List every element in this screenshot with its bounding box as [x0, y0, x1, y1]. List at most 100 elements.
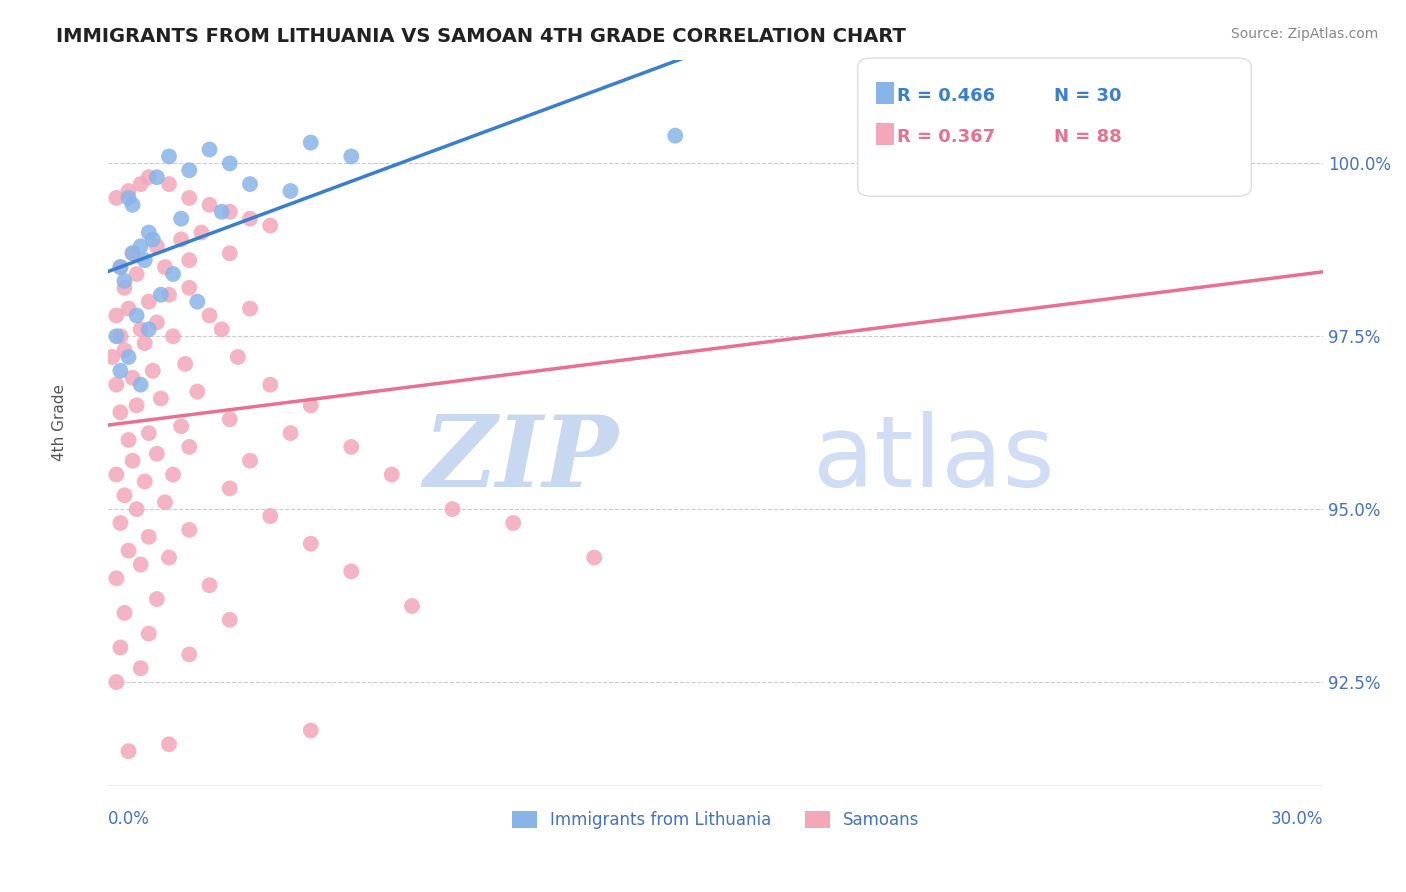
- Point: [110, 364, 132, 378]
- Point: [179, 523, 201, 537]
- Text: R = 0.367: R = 0.367: [897, 128, 995, 145]
- Point: [157, 737, 180, 751]
- Point: [218, 156, 240, 170]
- Point: [121, 246, 143, 260]
- Point: [110, 260, 132, 274]
- Point: [299, 398, 322, 412]
- Point: [121, 370, 143, 384]
- Point: [146, 170, 169, 185]
- Point: [146, 447, 169, 461]
- Point: [149, 287, 172, 301]
- Point: [114, 606, 136, 620]
- Point: [218, 412, 240, 426]
- Point: [105, 571, 128, 585]
- Point: [129, 239, 152, 253]
- Point: [117, 744, 139, 758]
- Point: [170, 211, 193, 226]
- Point: [211, 322, 233, 336]
- Point: [226, 350, 249, 364]
- Point: [1230, 128, 1253, 143]
- Point: [153, 260, 176, 274]
- Point: [114, 274, 136, 288]
- Point: [218, 246, 240, 260]
- Point: [239, 211, 262, 226]
- Point: [153, 495, 176, 509]
- Point: [162, 329, 184, 343]
- Point: [138, 226, 160, 240]
- Point: [340, 149, 363, 163]
- Point: [121, 198, 143, 212]
- Point: [114, 488, 136, 502]
- Point: [401, 599, 423, 613]
- Text: Source: ZipAtlas.com: Source: ZipAtlas.com: [1230, 27, 1378, 41]
- Point: [121, 454, 143, 468]
- Point: [179, 191, 201, 205]
- Point: [186, 384, 208, 399]
- Point: [105, 191, 128, 205]
- Point: [138, 322, 160, 336]
- Point: [218, 204, 240, 219]
- Point: [259, 219, 281, 233]
- Point: [134, 475, 156, 489]
- Point: [129, 661, 152, 675]
- Point: [502, 516, 524, 530]
- Point: [259, 377, 281, 392]
- Point: [441, 502, 464, 516]
- Text: 30.0%: 30.0%: [1271, 810, 1323, 828]
- Text: R = 0.466: R = 0.466: [897, 87, 995, 104]
- Point: [134, 253, 156, 268]
- Point: [110, 516, 132, 530]
- Point: [129, 377, 152, 392]
- Point: [583, 550, 606, 565]
- Point: [117, 350, 139, 364]
- Point: [157, 177, 180, 191]
- Point: [138, 626, 160, 640]
- Point: [125, 398, 148, 412]
- Point: [110, 329, 132, 343]
- Point: [105, 377, 128, 392]
- Point: [186, 294, 208, 309]
- Point: [174, 357, 197, 371]
- Point: [110, 405, 132, 419]
- Point: [117, 191, 139, 205]
- Point: [381, 467, 404, 482]
- Point: [157, 149, 180, 163]
- Point: [239, 177, 262, 191]
- Point: [218, 613, 240, 627]
- Point: [162, 467, 184, 482]
- Point: [129, 177, 152, 191]
- Text: 4th Grade: 4th Grade: [52, 384, 67, 461]
- Point: [157, 287, 180, 301]
- Point: [179, 281, 201, 295]
- Point: [105, 467, 128, 482]
- Text: ZIP: ZIP: [423, 410, 619, 508]
- Point: [259, 509, 281, 524]
- Point: [146, 315, 169, 329]
- Point: [211, 204, 233, 219]
- Point: [239, 301, 262, 316]
- Point: [340, 440, 363, 454]
- Text: atlas: atlas: [813, 410, 1054, 508]
- Point: [179, 440, 201, 454]
- Point: [101, 350, 124, 364]
- Point: [179, 648, 201, 662]
- Point: [198, 309, 221, 323]
- Point: [117, 433, 139, 447]
- Point: [149, 392, 172, 406]
- Point: [299, 723, 322, 738]
- Point: [117, 301, 139, 316]
- Point: [179, 163, 201, 178]
- Point: [117, 543, 139, 558]
- Point: [105, 675, 128, 690]
- Point: [117, 184, 139, 198]
- Point: [198, 578, 221, 592]
- Point: [138, 426, 160, 441]
- Point: [170, 419, 193, 434]
- Point: [105, 309, 128, 323]
- Point: [125, 309, 148, 323]
- Point: [299, 537, 322, 551]
- Point: [198, 143, 221, 157]
- Point: [280, 184, 302, 198]
- Text: N = 88: N = 88: [1054, 128, 1122, 145]
- Point: [1109, 143, 1132, 157]
